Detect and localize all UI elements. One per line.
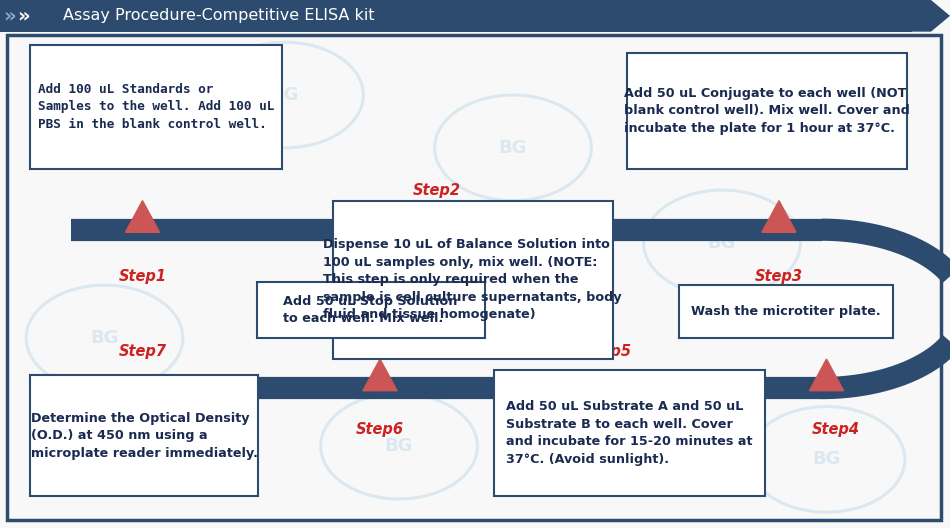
FancyBboxPatch shape [30,45,282,169]
Text: Determine the Optical Density
(O.D.) at 450 nm using a
microplate reader immedia: Determine the Optical Density (O.D.) at … [31,412,257,459]
Polygon shape [809,359,844,391]
Text: BG: BG [385,437,413,455]
Text: BG: BG [499,139,527,157]
FancyBboxPatch shape [256,282,484,338]
Text: Step4: Step4 [812,422,860,437]
Text: Add 50 uL Conjugate to each well (NOT
blank control well). Mix well. Cover and
i: Add 50 uL Conjugate to each well (NOT bl… [624,87,910,135]
Text: »: » [3,6,16,25]
Polygon shape [420,227,454,259]
Bar [0,0,912,32]
Polygon shape [591,385,625,417]
Text: Assay Procedure-Competitive ELISA kit: Assay Procedure-Competitive ELISA kit [63,8,374,23]
Text: »: » [17,6,30,25]
Text: Step7: Step7 [119,344,166,359]
FancyBboxPatch shape [679,285,893,338]
Text: Step2: Step2 [413,183,461,198]
Text: BG: BG [812,450,841,468]
Polygon shape [125,201,160,232]
FancyBboxPatch shape [332,201,613,359]
Text: BG: BG [708,234,736,252]
Text: Step6: Step6 [356,422,404,437]
FancyBboxPatch shape [494,370,765,496]
FancyBboxPatch shape [30,375,258,496]
Polygon shape [907,0,950,32]
Text: Dispense 10 uL of Balance Solution into
100 uL samples only, mix well. (NOTE:
Th: Dispense 10 uL of Balance Solution into … [323,238,622,322]
FancyBboxPatch shape [627,53,907,169]
Polygon shape [125,385,160,417]
Text: Add 50 uL Stop Solution
to each well. Mix well.: Add 50 uL Stop Solution to each well. Mi… [283,295,458,325]
Text: Step1: Step1 [119,269,166,284]
Text: Add 100 uL Standards or
Samples to the well. Add 100 uL
PBS in the blank control: Add 100 uL Standards or Samples to the w… [38,83,275,131]
Text: BG: BG [271,86,299,104]
Text: Add 50 uL Substrate A and 50 uL
Substrate B to each well. Cover
and incubate for: Add 50 uL Substrate A and 50 uL Substrat… [506,400,752,466]
Polygon shape [363,359,397,391]
Text: Wash the microtiter plate.: Wash the microtiter plate. [692,305,881,318]
Polygon shape [762,201,796,232]
Text: Step3: Step3 [755,269,803,284]
Text: BG: BG [90,329,119,347]
Text: Step5: Step5 [584,344,632,359]
